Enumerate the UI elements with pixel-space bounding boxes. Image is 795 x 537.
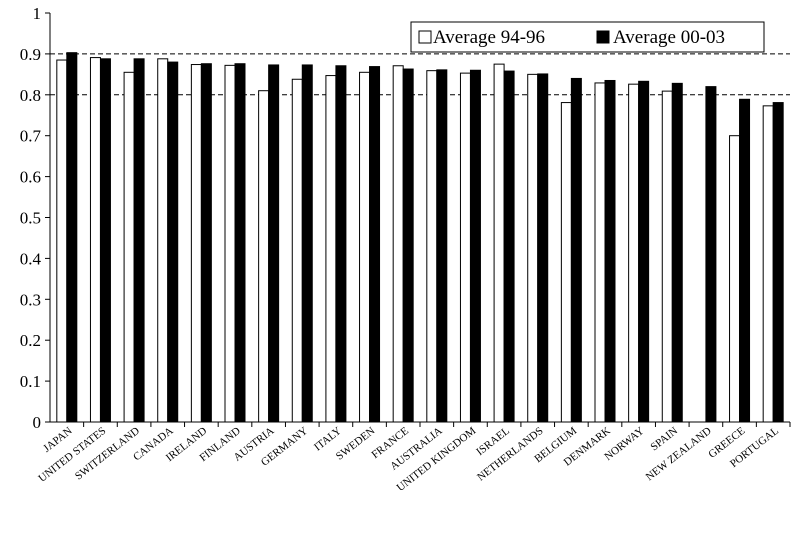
y-tick-label: 1: [33, 4, 42, 23]
y-tick-label: 0.1: [20, 372, 41, 391]
bar-1: [291, 78, 303, 423]
y-tick-label: 0.9: [20, 45, 41, 64]
bar-2: [705, 86, 717, 423]
bar-1: [325, 75, 337, 423]
bar-2: [469, 69, 481, 423]
bar-1: [258, 90, 270, 423]
legend-swatch-series-2: [596, 30, 610, 44]
bar-1: [359, 71, 371, 423]
y-tick-label: 0: [33, 413, 42, 432]
y-tick-label: 0.2: [20, 331, 41, 350]
bar-2: [503, 70, 515, 423]
bars: [56, 52, 784, 423]
bar-1: [560, 102, 572, 423]
bar-1: [56, 59, 68, 423]
legend-swatch-series-1: [418, 30, 432, 44]
legend-box: [410, 21, 765, 53]
bar-1: [729, 135, 741, 423]
legend: Average 94-96 Average 00-03: [410, 21, 765, 53]
bar-2: [772, 102, 784, 423]
bar-1: [89, 57, 101, 423]
y-tick-label: 0.6: [20, 168, 41, 187]
bar-2: [268, 64, 280, 423]
y-tick-label: 0.7: [20, 127, 42, 146]
bar-2: [739, 98, 751, 423]
bar-2: [200, 63, 212, 423]
bar-1: [628, 83, 640, 423]
bar-1: [392, 65, 404, 423]
bar-1: [157, 58, 169, 423]
legend-label-series-1: Average 94-96: [433, 27, 545, 48]
bar-2: [537, 73, 549, 423]
bar-2: [638, 80, 650, 423]
bar-1: [224, 64, 236, 423]
bar-2: [167, 61, 179, 423]
y-tick-label: 0.8: [20, 86, 41, 105]
legend-label-series-2: Average 00-03: [613, 27, 725, 48]
bar-1: [459, 72, 471, 423]
bar-2: [570, 77, 582, 423]
bar-2: [604, 79, 616, 423]
bar-2: [671, 82, 683, 423]
y-tick-label: 0.4: [20, 249, 42, 268]
bar-1: [527, 73, 539, 423]
bar-2: [301, 64, 313, 423]
bar-1: [190, 64, 202, 423]
bar-1: [123, 71, 135, 423]
bar-2: [402, 68, 414, 423]
bar-2: [335, 65, 347, 423]
bar-2: [234, 63, 246, 423]
y-tick-label: 0.3: [20, 290, 41, 309]
bar-1: [594, 82, 606, 423]
y-ticks: 0 0.1 0.2 0.3 0.4 0.5 0.6 0.7 0.8 0.9 1: [20, 4, 50, 432]
bar-1: [762, 105, 774, 423]
bar-1: [426, 70, 438, 423]
bar-2: [99, 58, 111, 423]
bar-1: [661, 90, 673, 423]
bar-2: [436, 69, 448, 423]
bar-2: [66, 52, 78, 423]
y-tick-label: 0.5: [20, 209, 41, 228]
bar-2: [369, 66, 381, 423]
bar-2: [133, 58, 145, 423]
bar-1: [493, 63, 505, 423]
